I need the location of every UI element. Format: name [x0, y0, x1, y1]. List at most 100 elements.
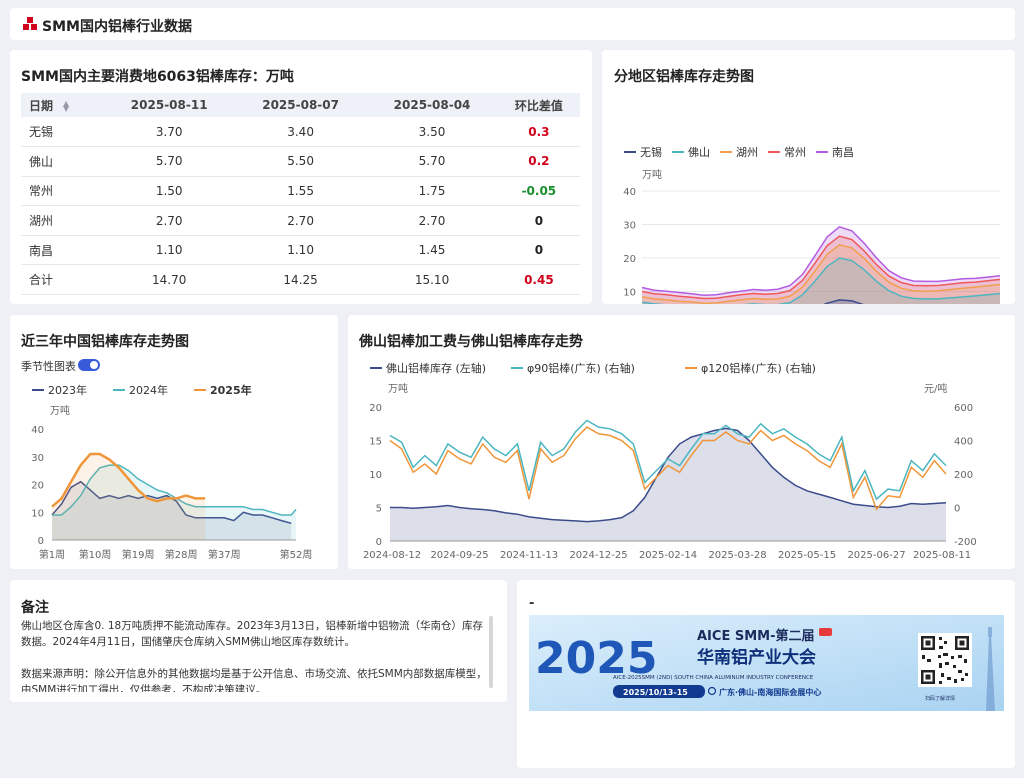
- location-icon: [707, 686, 717, 696]
- cell-value: 1.75: [366, 176, 498, 207]
- foshan-chart-title: 佛山铝棒加工费与佛山铝棒库存走势: [359, 334, 583, 350]
- foshan-right-y-tick-label: 0: [954, 504, 960, 515]
- cell-diff: 0.2: [497, 146, 580, 177]
- cell-value: 1.10: [103, 235, 235, 266]
- three-x-tick-label: 第19周: [122, 548, 155, 561]
- foshan-x-tick-label: 2024-11-13: [500, 550, 558, 561]
- cell-diff: 0: [497, 205, 580, 236]
- col-date-label: 日期: [29, 98, 54, 113]
- region-y-tick-label: 20: [623, 254, 636, 265]
- region-legend-3-label: 常州: [784, 146, 806, 159]
- smm-logo-icon: [23, 17, 37, 30]
- three-area-2: [52, 454, 206, 540]
- region-legend-1-label: 佛山: [688, 146, 710, 159]
- cell-value: 5.70: [103, 146, 235, 177]
- region-series-line-1: [641, 257, 1001, 304]
- cell-value: 3.50: [366, 117, 498, 148]
- cell-diff: 0: [497, 235, 580, 266]
- three-x-tick-label: 第37周: [208, 548, 241, 561]
- ad-card-title: -: [529, 596, 535, 611]
- row-region-name: 合计: [21, 264, 104, 296]
- foshan-right-unit: 元/吨: [924, 382, 947, 395]
- region-y-tick-label: 40: [623, 187, 636, 198]
- region-legend-0-label: 无锡: [640, 145, 662, 159]
- notes-paragraph-2: 数据来源声明：除公开信息外的其他数据均是基于公开信息、市场交流、依托SMM内部数…: [21, 668, 487, 692]
- ad-card: - 2025 AICE SMM-第二届 华南铝产业大会 AICE-2025SMM…: [517, 580, 1015, 768]
- cell-value: 1.50: [103, 176, 235, 207]
- region-inventory-chart: 010203040万吨无锡佛山湖州常州南昌2024-08-122024-11-0…: [623, 145, 1001, 304]
- cell-value: 1.45: [366, 235, 498, 266]
- seasonal-toggle-label: 季节性图表: [21, 360, 76, 373]
- foshan-x-tick-label: 2025-08-11: [913, 550, 971, 561]
- foshan-x-tick-label: 2025-03-28: [708, 550, 766, 561]
- region-legend-2-label: 湖州: [736, 146, 758, 159]
- cell-value: 1.55: [234, 176, 367, 207]
- inventory-table: 日期 ▲ ▼ 2025-08-11 2025-08-07 2025-08-04 环比…: [21, 93, 580, 296]
- foshan-left-y-tick-label: 0: [376, 537, 382, 548]
- foshan-left-unit: 万吨: [388, 382, 408, 395]
- table-row: 常州 1.50 1.55 1.75 -0.05: [21, 176, 580, 207]
- seasonal-toggle[interactable]: [78, 359, 100, 371]
- three-x-tick-label: 第1周: [39, 548, 65, 561]
- inventory-table-card: SMM国内主要消费地6063铝棒库存：万吨 日期 ▲ ▼ 2025-08-11 20…: [10, 50, 592, 304]
- cell-value: 14.70: [103, 264, 235, 296]
- cell-value: 5.70: [366, 146, 498, 177]
- page-title: SMM国内铝棒行业数据: [42, 19, 192, 35]
- table-row: 无锡 3.70 3.40 3.50 0.3: [21, 117, 580, 148]
- row-region-name: 无锡: [21, 117, 104, 148]
- table-row: 南昌 1.10 1.10 1.45 0: [21, 235, 580, 266]
- sort-icon[interactable]: ▲ ▼: [63, 99, 70, 113]
- three-year-chart-title: 近三年中国铝棒库存走势图: [21, 334, 189, 350]
- ad-badge: [819, 628, 832, 636]
- table-row: 合计 14.70 14.25 15.10 0.45: [21, 264, 580, 296]
- foshan-legend-0-label: 佛山铝棒库存 (左轴): [386, 361, 486, 375]
- region-y-tick-label: 10: [623, 288, 636, 299]
- foshan-legend-2-label: φ120铝棒(广东) (右轴): [701, 361, 816, 375]
- region-series-line-3: [641, 235, 1001, 300]
- region-chart-card: 分地区铝棒库存走势图 010203040万吨无锡佛山湖州常州南昌2024-08-…: [602, 50, 1015, 304]
- row-region-name: 佛山: [21, 146, 104, 177]
- ad-venue: 广东·佛山-南海国际会展中心: [719, 687, 821, 697]
- three-y-tick-label: 10: [31, 508, 44, 519]
- foshan-right-y-tick-label: 600: [954, 403, 973, 414]
- foshan-x-tick-label: 2024-12-25: [569, 550, 627, 561]
- foshan-x-tick-label: 2024-09-25: [430, 550, 488, 561]
- foshan-area-0: [390, 428, 946, 541]
- foshan-right-y-tick-label: 400: [954, 437, 973, 448]
- tower-illustration: [986, 627, 995, 711]
- ad-year: 2025: [535, 633, 657, 684]
- cell-diff: 0.3: [497, 117, 580, 148]
- three-y-tick-label: 20: [31, 481, 44, 492]
- three-legend-0-label: 2023年: [48, 383, 87, 397]
- three-y-tick-label: 40: [31, 425, 44, 436]
- foshan-chart-card: 佛山铝棒加工费与佛山铝棒库存走势 0 5 10 15 20 -200 0 200 400 600 万…: [348, 315, 1015, 569]
- foshan-left-y-tick-label: 10: [369, 470, 382, 481]
- ad-date: 2025/10/13-15: [623, 688, 688, 697]
- cell-value: 2.70: [234, 205, 367, 236]
- foshan-fee-inventory-chart: 0 5 10 15 20 -200 0 200 400 600 万吨 元/吨 佛山铝棒库存 (左轴) φ9…: [363, 361, 977, 561]
- foshan-left-y-tick-label: 5: [376, 504, 382, 515]
- ad-date-pill: [613, 685, 705, 698]
- three-y-tick-label: 0: [38, 536, 44, 547]
- cell-value: 3.40: [234, 117, 367, 148]
- row-region-name: 南昌: [21, 235, 104, 266]
- foshan-right-y-tick-label: 200: [954, 470, 973, 481]
- row-region-name: 常州: [21, 176, 104, 207]
- cell-diff: -0.05: [497, 176, 580, 207]
- notes-scrollbar[interactable]: [489, 616, 493, 688]
- cell-value: 3.70: [103, 117, 235, 148]
- three-x-tick-label: 第52周: [280, 548, 313, 561]
- cell-value: 2.70: [366, 205, 498, 236]
- col-header: 2025-08-04: [366, 93, 498, 117]
- conference-banner[interactable]: 2025 AICE SMM-第二届 华南铝产业大会 AICE-2025SMM (…: [529, 615, 1004, 711]
- ad-line1: AICE SMM-第二届: [697, 628, 814, 644]
- region-area-0: [825, 299, 862, 304]
- region-series-line-2: [641, 244, 1001, 304]
- notes-card: 备注 佛山地区仓库含0. 18万吨质押不能流动库存。2023年3月13日，铝棒新…: [10, 580, 507, 702]
- cell-value: 1.10: [234, 235, 367, 266]
- foshan-series-line-0: [390, 427, 947, 523]
- col-date-header[interactable]: 日期 ▲ ▼: [21, 93, 104, 117]
- foshan-series-line-2: [389, 426, 947, 511]
- col-header: 环比差值: [497, 93, 580, 117]
